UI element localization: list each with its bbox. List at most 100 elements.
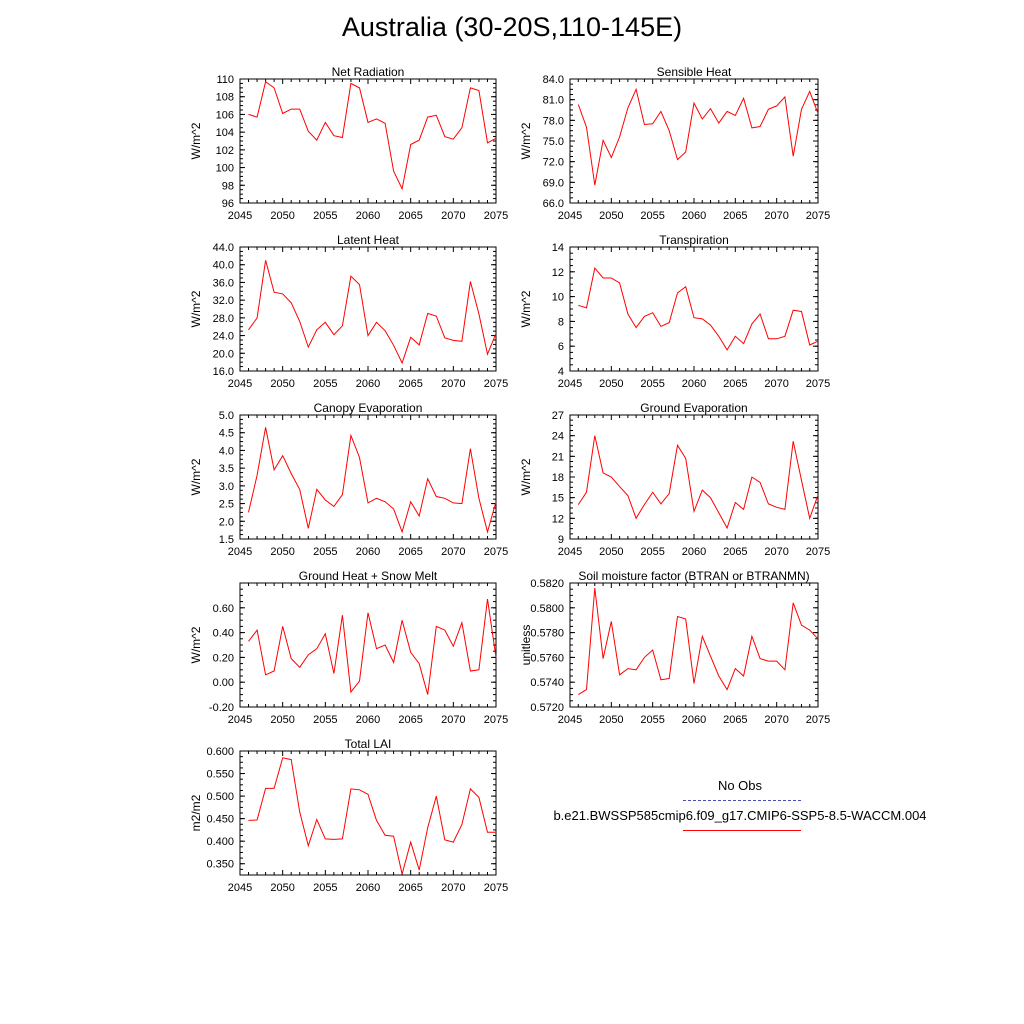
series-line [248,427,497,534]
plot-frame [569,78,819,204]
x-tick-label: 2065 [398,882,422,894]
series-line [578,266,819,351]
y-axis-label: unitless [519,625,533,666]
x-tick-label: 2060 [356,882,380,894]
x-tick-label: 2065 [723,378,747,390]
panel-0: Net Radiation 2045 2050 2055 2060 2065 2070 207… [189,65,508,222]
y-tick-label: 0.5780 [530,628,564,640]
x-tick-label: 2070 [441,882,465,894]
y-tick-label: 96 [222,198,234,210]
x-tick-label: 2045 [558,546,582,558]
y-tick-label: 0.5720 [530,702,564,714]
y-tick-label: 12 [552,513,564,525]
x-tick-label: 2075 [484,882,508,894]
y-tick-label: 20.0 [213,348,234,360]
y-axis-label: W/m^2 [519,122,533,159]
x-tick-label: 2070 [764,210,788,222]
panel-7: Soil moisture factor (BTRAN or BTRANMN) 2… [519,569,830,726]
panel-5: Ground Evaporation 2045 2050 2055 2060 2065 20… [519,401,830,558]
panel-2: Latent Heat 2045 2050 2055 2060 2065 2070 2075 1… [189,233,508,390]
y-tick-label: 0.550 [206,769,234,781]
y-tick-label: 106 [216,109,234,121]
y-tick-label: 24.0 [213,331,234,343]
y-tick-label: 84.0 [543,74,564,86]
y-tick-label: 66.0 [543,198,564,210]
y-tick-label: 98 [222,180,234,192]
plot-frame [569,414,819,540]
series-line [577,435,819,530]
x-tick-label: 2050 [270,882,294,894]
x-tick-label: 2075 [484,378,508,390]
y-tick-label: 3.5 [219,463,234,475]
y-tick-label: 27 [552,410,564,422]
x-tick-label: 2070 [764,546,788,558]
panel-title: Canopy Evaporation [314,401,423,415]
panel-3: Transpiration 2045 2050 2055 2060 2065 2070 207… [519,233,830,390]
x-tick-label: 2050 [270,546,294,558]
y-axis-label: m2/m2 [189,794,203,831]
x-tick-label: 2065 [398,714,422,726]
x-tick-label: 2050 [270,378,294,390]
x-tick-label: 2045 [228,714,252,726]
x-tick-label: 2050 [599,546,623,558]
y-tick-label: 12 [552,267,564,279]
panel-title: Ground Heat + Snow Melt [299,569,438,583]
y-tick-label: 0.350 [206,859,234,871]
x-tick-label: 2075 [806,546,830,558]
y-tick-label: 2.5 [219,499,234,511]
series-line [248,757,496,875]
y-tick-label: 0.500 [206,791,234,803]
x-tick-label: 2070 [441,546,465,558]
panel-title: Net Radiation [332,65,405,79]
y-tick-label: 81.0 [543,95,564,107]
x-tick-label: 2045 [228,210,252,222]
x-tick-label: 2055 [313,210,337,222]
x-tick-label: 2045 [558,378,582,390]
x-tick-label: 2055 [640,714,664,726]
x-tick-label: 2050 [270,210,294,222]
x-tick-label: 2050 [270,714,294,726]
y-tick-label: 36.0 [213,277,234,289]
x-tick-label: 2070 [441,378,465,390]
y-tick-label: 24 [552,431,564,443]
plot-frame [239,414,497,540]
y-tick-label: 28.0 [213,313,234,325]
x-tick-label: 2055 [313,546,337,558]
x-tick-label: 2075 [484,714,508,726]
x-tick-label: 2075 [484,546,508,558]
y-tick-label: 4 [558,366,564,378]
y-tick-label: 44.0 [213,242,234,254]
y-tick-label: 72.0 [543,157,564,169]
x-tick-label: 2055 [313,378,337,390]
x-tick-label: 2050 [599,378,623,390]
x-tick-label: 2070 [441,210,465,222]
y-axis-label: W/m^2 [189,626,203,663]
y-tick-label: 40.0 [213,260,234,272]
panel-title: Sensible Heat [657,65,732,79]
x-tick-label: 2055 [313,882,337,894]
panel-8: Total LAI 2045 2050 2055 2060 2065 2070 2075 0.3… [189,737,508,894]
y-tick-label: -0.20 [209,702,234,714]
y-tick-label: 0.600 [206,746,234,758]
y-tick-label: 0.5820 [530,578,564,590]
y-tick-label: 2.0 [219,516,234,528]
legend-line-model [683,830,801,831]
x-tick-label: 2060 [356,378,380,390]
legend-line-obs [683,800,801,801]
y-tick-label: 0.400 [206,836,234,848]
y-tick-label: 0.450 [206,814,234,826]
y-tick-label: 10 [552,292,564,304]
x-tick-label: 2070 [764,378,788,390]
series-line [248,80,497,191]
x-tick-label: 2060 [356,210,380,222]
x-tick-label: 2050 [599,210,623,222]
x-tick-label: 2060 [682,714,706,726]
y-tick-label: 100 [216,163,234,175]
x-tick-label: 2070 [764,714,788,726]
panel-title: Latent Heat [337,233,400,247]
y-axis-label: W/m^2 [189,290,203,327]
plot-frame [569,246,819,372]
plot-frame [239,246,497,372]
x-tick-label: 2065 [398,546,422,558]
y-tick-label: 3.0 [219,481,234,493]
